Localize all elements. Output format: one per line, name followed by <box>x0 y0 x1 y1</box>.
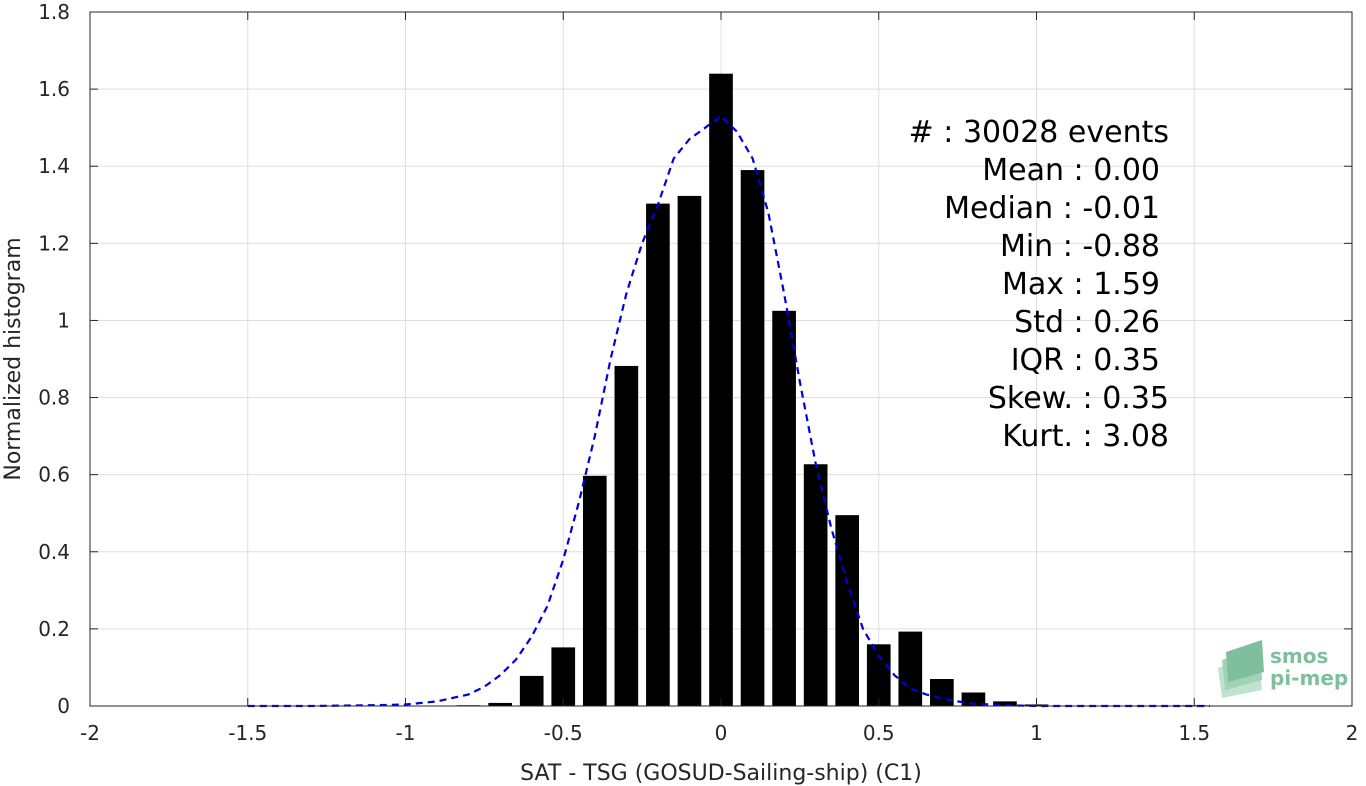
x-tick-label: -0.5 <box>544 721 583 745</box>
histogram-bar <box>519 675 544 706</box>
histogram-bar <box>488 702 512 706</box>
y-tick-label: 0.6 <box>38 463 70 487</box>
x-tick-label: 2 <box>1346 721 1359 745</box>
histogram-bar <box>582 475 607 706</box>
x-tick-labels: -2 -1.5 -1 -0.5 0 0.5 1 1.5 2 <box>80 721 1358 745</box>
histogram-bar <box>646 203 670 707</box>
histogram-bar <box>930 679 954 706</box>
logo-mark-icon <box>1218 640 1264 698</box>
fit-curve-line <box>247 114 1210 708</box>
histogram-bar <box>835 515 860 706</box>
stat-line: Median : -0.01 <box>944 191 1160 226</box>
y-tick-label: 0 <box>57 694 70 718</box>
y-tick-label: 0.8 <box>38 386 70 410</box>
y-tick-label: 1.2 <box>38 231 70 255</box>
histogram-bar <box>709 73 733 706</box>
stat-line: Skew. : 0.35 <box>988 381 1169 416</box>
x-axis-label: SAT - TSG (GOSUD-Sailing-ship) (C1) <box>520 761 922 786</box>
stat-line: Std : 0.26 <box>1014 305 1160 340</box>
histogram-bar <box>677 195 702 706</box>
smos-pi-mep-logo: smos pi-mep <box>1218 640 1348 698</box>
stat-line: Mean : 0.00 <box>982 153 1160 188</box>
stat-line: Kurt. : 3.08 <box>1002 419 1169 454</box>
histogram-bar <box>803 464 828 706</box>
x-tick-label: 1.5 <box>1178 721 1210 745</box>
bars <box>456 73 1207 707</box>
tick-marks <box>89 11 1353 707</box>
stat-line: # : 30028 events <box>909 115 1169 150</box>
y-tick-label: 1 <box>57 308 70 332</box>
histogram-bar <box>614 365 639 706</box>
logo-text-line2: pi-mep <box>1270 666 1348 690</box>
logo-text-line1: smos <box>1270 644 1328 668</box>
y-tick-label: 1.4 <box>38 154 70 178</box>
x-tick-label: -1 <box>396 721 416 745</box>
x-tick-label: 1 <box>1030 721 1043 745</box>
histogram-bar <box>740 170 765 707</box>
y-tick-label: 1.6 <box>38 77 70 101</box>
y-tick-label: 1.8 <box>38 0 70 24</box>
histogram-bar <box>772 310 796 706</box>
stat-line: Max : 1.59 <box>1002 267 1160 302</box>
histogram-bar <box>866 644 891 706</box>
y-tick-label: 0.4 <box>38 540 70 564</box>
x-tick-label: 0 <box>715 721 728 745</box>
y-axis-label: Normalized histogram <box>1 237 26 480</box>
histogram-bar <box>898 631 923 706</box>
histogram-bar <box>551 647 576 706</box>
x-tick-label: -1.5 <box>228 721 267 745</box>
histogram-bar <box>993 701 1017 706</box>
x-tick-label: 0.5 <box>863 721 895 745</box>
histogram-bar <box>961 692 986 706</box>
stat-line: Min : -0.88 <box>1000 229 1160 264</box>
y-tick-labels: 0 0.2 0.4 0.6 0.8 1 1.2 1.4 1.6 1.8 <box>38 0 70 718</box>
y-tick-label: 0.2 <box>38 617 70 641</box>
stat-line: IQR : 0.35 <box>1011 343 1160 378</box>
x-tick-label: -2 <box>80 721 100 745</box>
fit-curve <box>247 114 1210 708</box>
